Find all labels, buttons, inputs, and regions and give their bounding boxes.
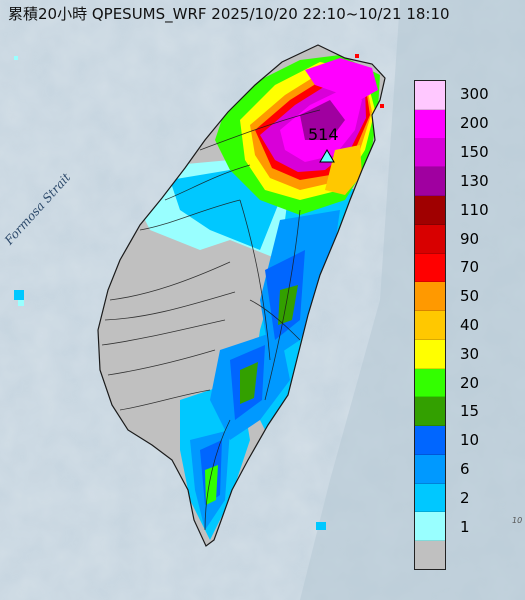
legend-swatch	[415, 368, 445, 398]
legend-swatch	[415, 339, 445, 369]
max-value-label: 514	[308, 125, 339, 144]
legend-label: 6	[460, 460, 470, 479]
legend-label: 20	[460, 373, 480, 392]
legend-swatch	[415, 512, 445, 542]
legend-swatch	[415, 426, 445, 455]
legend-labels: 300 200 150 130 110 90 70 50 40 30 20 15 10 6 2 1	[460, 80, 520, 570]
legend-swatch	[415, 167, 445, 197]
legend-swatch	[415, 483, 445, 513]
map-title: 累積20小時 QPESUMS_WRF 2025/10/20 22:10~10/2…	[8, 5, 450, 23]
legend-label: 50	[460, 287, 480, 306]
legend-swatch	[415, 109, 445, 139]
legend-swatch	[415, 81, 445, 110]
legend-label: 30	[460, 344, 480, 363]
legend-swatch	[415, 138, 445, 168]
legend-label: 70	[460, 258, 480, 277]
legend-swatch	[415, 397, 445, 427]
legend-label: 10	[460, 431, 480, 450]
max-station-marker-icon	[319, 149, 335, 163]
legend-label: 110	[460, 200, 489, 219]
legend-swatch	[415, 224, 445, 254]
legend-label: 200	[460, 114, 489, 133]
legend-label: 130	[460, 171, 489, 190]
legend-swatch	[415, 253, 445, 283]
legend-label: 40	[460, 316, 480, 334]
legend-swatch	[415, 196, 445, 225]
legend-color-bar	[414, 80, 446, 570]
legend-label: 1	[460, 517, 470, 536]
legend-label: 300	[460, 85, 489, 104]
legend-swatch	[415, 541, 445, 570]
legend-label: 150	[460, 143, 489, 162]
corner-label: 10	[512, 516, 523, 525]
legend-label: 2	[460, 488, 470, 507]
legend-swatch	[415, 311, 445, 340]
legend-label: 15	[460, 402, 480, 421]
legend-swatch	[415, 282, 445, 312]
legend-label: 90	[460, 229, 480, 248]
legend-swatch	[415, 454, 445, 484]
